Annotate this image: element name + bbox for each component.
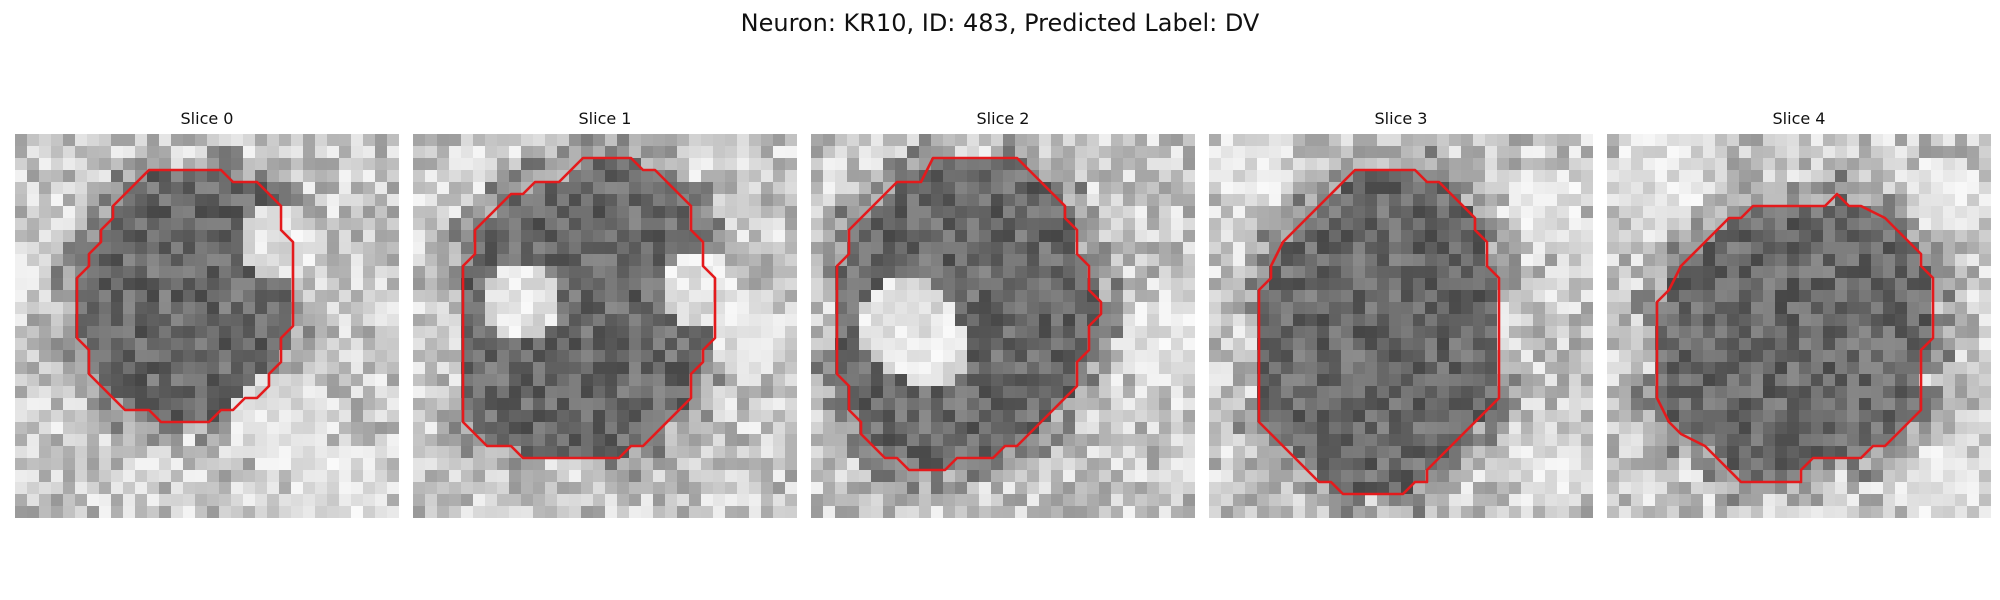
slice-1-grayscale-image [413, 134, 797, 518]
slice-2-overlay [835, 156, 1103, 472]
slice-4-overlay [1655, 192, 1935, 484]
slice-title-3: Slice 3 [1374, 109, 1428, 128]
slice-0-roi-contour [75, 168, 295, 424]
slice-panel-2: Slice 2 [811, 108, 1195, 522]
slice-3-roi-contour [1257, 168, 1501, 496]
slice-3-overlay [1257, 168, 1501, 496]
slice-title-2: Slice 2 [976, 109, 1030, 128]
slice-0-overlay [75, 168, 295, 424]
slice-image-4 [1607, 134, 1991, 518]
slice-4-roi-contour [1655, 192, 1935, 484]
slice-2-roi-contour [835, 156, 1103, 472]
slice-image-2 [811, 134, 1195, 518]
slice-0-grayscale-image [15, 134, 399, 518]
slice-title-1: Slice 1 [578, 109, 632, 128]
figure-title: Neuron: KR10, ID: 483, Predicted Label: … [740, 9, 1260, 37]
slice-4-grayscale-image [1607, 134, 1991, 518]
slice-1-roi-contour [461, 156, 717, 460]
slice-3-grayscale-image [1209, 134, 1593, 518]
slice-1-overlay [461, 156, 717, 460]
slice-panel-4: Slice 4 [1607, 108, 1991, 522]
slice-title-4: Slice 4 [1772, 109, 1826, 128]
slice-2-grayscale-image [811, 134, 1195, 518]
slice-image-0 [15, 134, 399, 518]
slice-image-1 [413, 134, 797, 518]
slice-panel-1: Slice 1 [413, 108, 797, 522]
slice-image-3 [1209, 134, 1593, 518]
slice-title-0: Slice 0 [180, 109, 234, 128]
slice-panel-3: Slice 3 [1209, 108, 1593, 522]
slice-panel-0: Slice 0 [15, 108, 399, 522]
